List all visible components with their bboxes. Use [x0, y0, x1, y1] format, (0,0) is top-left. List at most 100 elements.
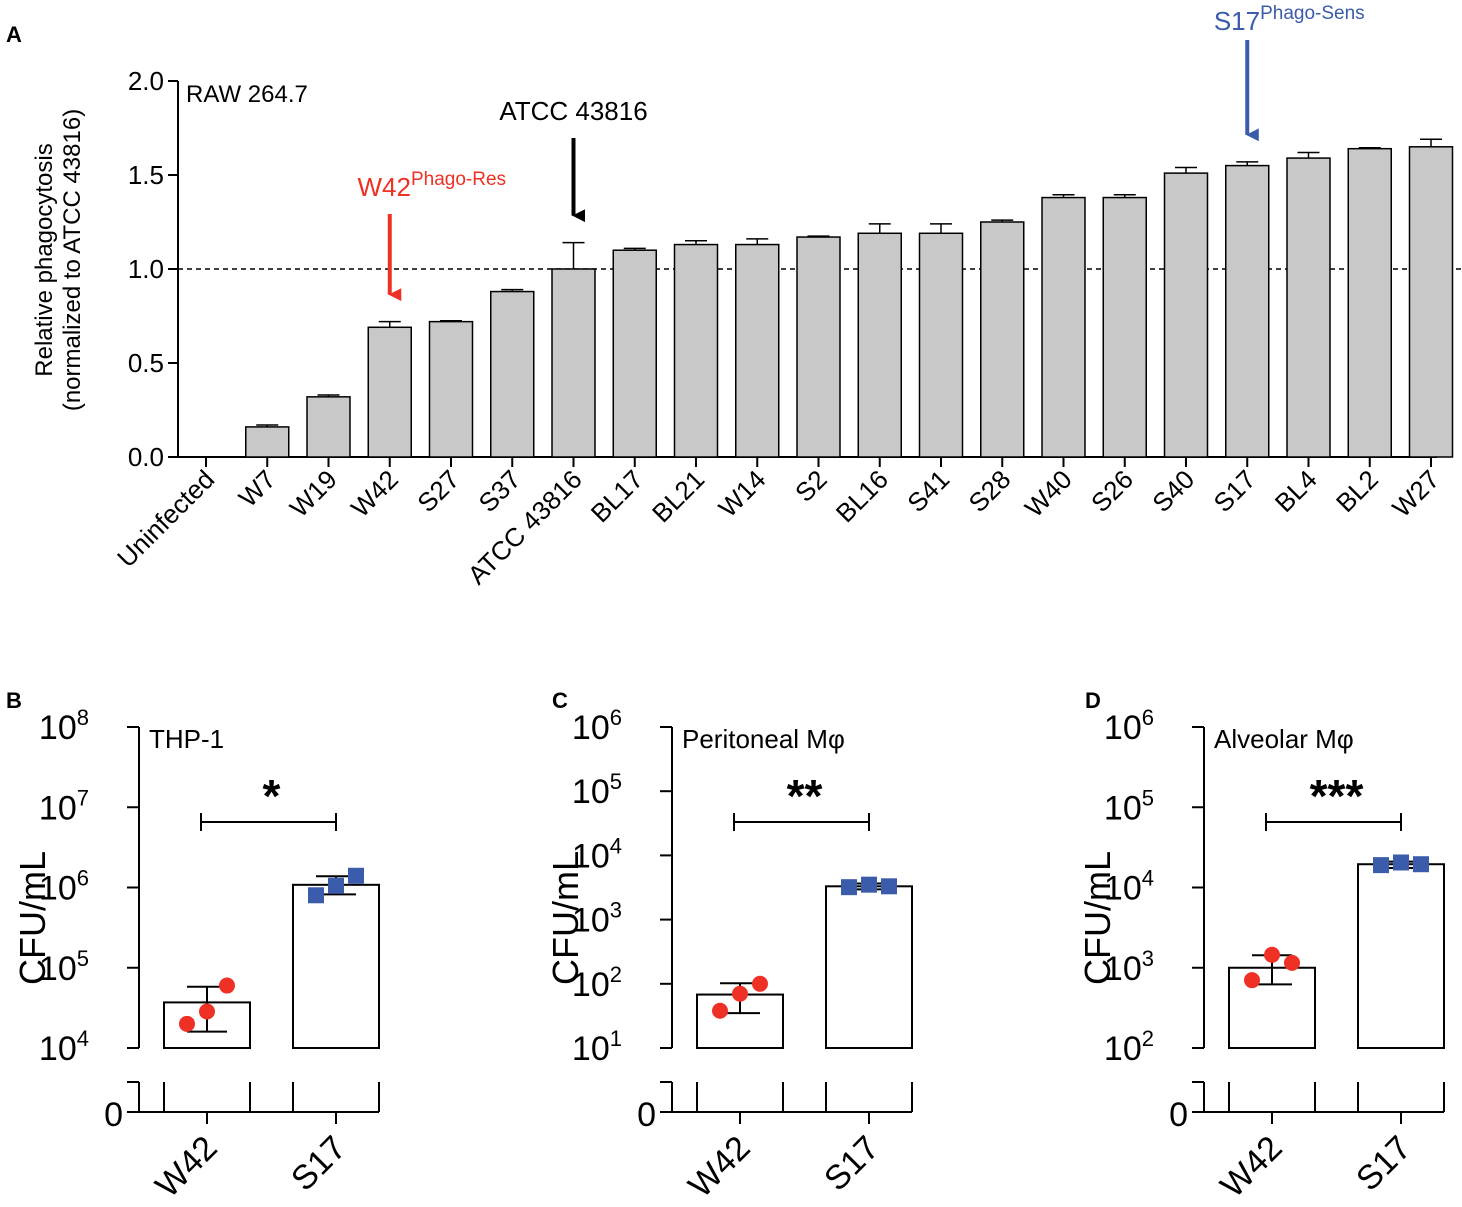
x-tick-label: S2: [789, 464, 833, 508]
y-tick-label: 108: [39, 705, 89, 747]
panel-label: A: [6, 22, 22, 47]
bar: [245, 426, 290, 458]
data-point-circle: [1264, 946, 1280, 963]
bar: [428, 320, 474, 458]
bar: [306, 396, 351, 458]
x-tick-label: W42: [1213, 1129, 1289, 1205]
y-tick-label: 102: [572, 962, 622, 1004]
bar: [1347, 147, 1392, 458]
y-tick-label: 106: [572, 705, 622, 747]
bar: [825, 885, 913, 1049]
y-tick-label: 107: [39, 785, 89, 827]
y-tick-label: 104: [572, 833, 622, 875]
y-tick-label: 105: [1104, 785, 1154, 827]
panel-label: D: [1085, 688, 1101, 713]
data-point-square: [1373, 857, 1389, 874]
y-tick-label-zero: 0: [637, 1096, 656, 1134]
x-tick-label: W42: [345, 464, 404, 523]
annotation-label: W42Phago-Res: [357, 169, 506, 202]
x-tick-label: W7: [233, 464, 282, 513]
data-point-circle: [1284, 954, 1300, 971]
x-tick-label: S17: [284, 1129, 354, 1199]
x-tick-label: S41: [901, 464, 955, 518]
panel-title: Peritoneal Mφ: [682, 724, 845, 754]
y-axis-label: CFU/mL: [12, 851, 53, 985]
x-tick-label: S17: [1208, 464, 1262, 518]
bar: [673, 243, 719, 458]
y-tick-label: 0.0: [128, 442, 164, 472]
y-tick-label: 104: [1104, 866, 1154, 908]
x-tick-label: BL17: [585, 464, 649, 528]
x-tick-label: BL16: [830, 464, 894, 528]
y-tick-label: 102: [1104, 1026, 1154, 1068]
y-tick-label: 105: [39, 946, 89, 988]
panel-d-chart: D 0 102 103 104 105 106 CFU/mL Alveolar Mφ W42 S1…: [1077, 688, 1445, 1205]
data-point-square: [328, 877, 344, 894]
x-tick-label: BL2: [1330, 464, 1384, 518]
bar: [857, 232, 902, 458]
data-point-square: [308, 887, 324, 904]
bar: [1225, 164, 1270, 458]
y-tick-label: 0.5: [128, 348, 164, 378]
y-tick-label: 1.5: [128, 160, 164, 190]
data-point-square: [1413, 856, 1429, 873]
significance-label: **: [787, 770, 823, 822]
bar: [1102, 196, 1147, 458]
x-tick-label: S26: [1085, 464, 1139, 518]
x-tick-label: W42: [681, 1129, 757, 1205]
y-axis-label: CFU/mL: [1077, 851, 1118, 985]
panel-c-chart: C 0 101 102 103 104 105 106 CFU/mL Peritoneal Mφ…: [545, 688, 913, 1205]
data-point-circle: [752, 975, 768, 992]
data-point-circle: [219, 977, 235, 994]
y-tick-label: 2.0: [128, 66, 164, 96]
bar: [1163, 172, 1209, 458]
bar: [292, 883, 380, 1049]
x-tick-label: Uninfected: [111, 464, 220, 573]
bar: [1041, 196, 1086, 458]
bar: [367, 326, 412, 458]
y-tick-label: 106: [39, 866, 89, 908]
x-tick-label: BL21: [646, 464, 710, 528]
y-tick-label: 106: [1104, 705, 1154, 747]
bar: [980, 221, 1025, 458]
panel-title: Alveolar Mφ: [1214, 724, 1354, 754]
y-axis-label: Relative phagocytosis (normalized to ATC…: [31, 109, 86, 411]
y-axis-label: CFU/mL: [545, 851, 586, 985]
x-tick-label: S37: [473, 464, 527, 518]
y-tick-label: 101: [572, 1026, 622, 1068]
panel-a-title: RAW 264.7: [186, 81, 308, 108]
bar: [918, 232, 964, 458]
x-tick-label: BL4: [1269, 464, 1323, 518]
bar: [735, 243, 780, 458]
x-tick-label: ATCC 43816: [462, 464, 588, 590]
data-point-square: [861, 876, 877, 893]
bar: [490, 290, 535, 458]
bar: [1408, 146, 1454, 458]
bar: [612, 249, 657, 458]
data-point-square: [348, 867, 364, 884]
bar: [796, 236, 841, 458]
panel-label: C: [552, 688, 568, 713]
data-point-circle: [199, 1003, 215, 1020]
data-point-circle: [732, 985, 748, 1002]
x-tick-label: W42: [148, 1129, 224, 1205]
y-tick-label-zero: 0: [1169, 1096, 1188, 1134]
x-tick-label: W40: [1019, 464, 1078, 523]
data-point-square: [841, 879, 857, 896]
x-tick-label: W27: [1386, 464, 1445, 523]
x-tick-label: W19: [284, 464, 343, 523]
panel-label: B: [6, 688, 22, 713]
x-tick-label: S17: [817, 1129, 887, 1199]
panel-a-chart: A RAW 264.7 Relative phagocytosis (norma…: [6, 3, 1462, 590]
bar: [551, 268, 596, 458]
annotation-label: S17Phago-Sens: [1214, 3, 1365, 36]
data-point-circle: [1244, 972, 1260, 989]
bar: [1357, 863, 1445, 1050]
x-tick-label: S17: [1349, 1129, 1419, 1199]
data-point-circle: [712, 1002, 728, 1019]
x-tick-label: S40: [1146, 464, 1200, 518]
y-tick-label: 103: [572, 898, 622, 940]
x-tick-label: S27: [411, 464, 465, 518]
bar: [1228, 966, 1316, 1049]
